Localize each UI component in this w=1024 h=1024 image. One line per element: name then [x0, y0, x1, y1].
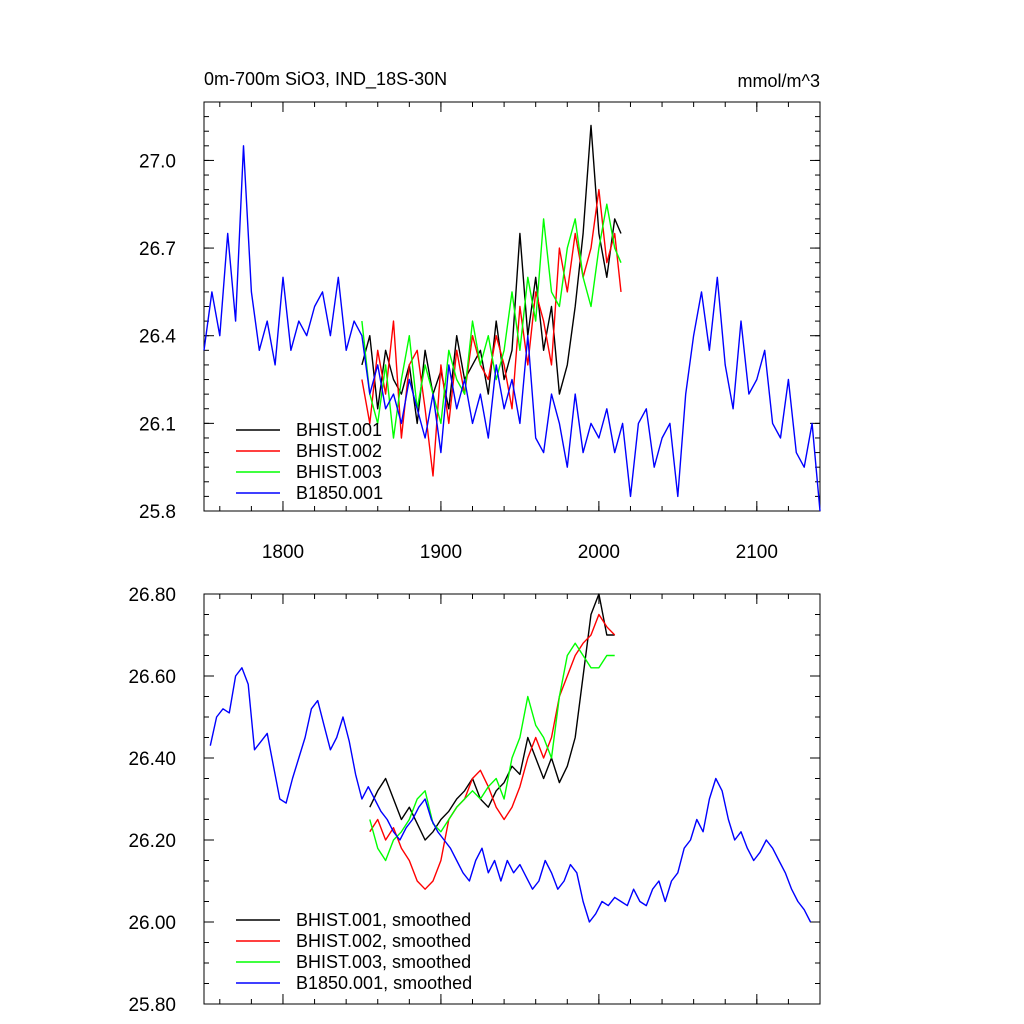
top-chart: 0m-700m SiO3, IND_18S-30N mmol/m^3 25.82… [139, 69, 821, 563]
top-series-line-3 [361, 203, 622, 439]
top-x-tick-label: 2100 [736, 542, 778, 563]
bottom-chart-ticks: 25.80 26.00 26.20 26.40 26.60 26.80 [128, 585, 821, 1016]
bottom-y-tick-label: 25.80 [128, 995, 176, 1016]
bottom-legend-label: BHIST.001, smoothed [296, 910, 471, 930]
top-series-line-4 [203, 145, 821, 512]
top-y-tick-label: 27.0 [139, 151, 176, 172]
bottom-legend-label: BHIST.002, smoothed [296, 931, 471, 951]
top-x-tick-label: 1900 [420, 542, 462, 563]
top-legend-label: BHIST.003 [296, 462, 382, 482]
bottom-chart-series [209, 593, 812, 923]
top-chart-title: 0m-700m SiO3, IND_18S-30N [204, 69, 447, 90]
bottom-y-tick-label: 26.40 [128, 749, 176, 770]
top-legend-label: BHIST.001 [296, 420, 382, 440]
top-legend-label: BHIST.002 [296, 441, 382, 461]
top-y-tick-label: 25.8 [139, 502, 176, 523]
bottom-series-line-4 [209, 667, 812, 923]
bottom-y-tick-label: 26.20 [128, 831, 176, 852]
top-y-tick-label: 26.7 [139, 239, 176, 260]
bottom-y-tick-label: 26.60 [128, 667, 176, 688]
top-legend-label: B1850.001 [296, 483, 383, 503]
top-chart-series [203, 124, 821, 512]
top-chart-ticks: 25.8 26.1 26.4 26.7 27.0 1800 1900 2000 2100 [139, 101, 821, 563]
top-x-tick-label: 1800 [262, 542, 304, 563]
top-series-line-2 [361, 188, 622, 477]
top-chart-units: mmol/m^3 [738, 71, 820, 91]
bottom-series-line-1 [369, 593, 615, 841]
top-x-tick-label: 2000 [578, 542, 620, 563]
bottom-legend-label: B1850.001, smoothed [296, 973, 472, 993]
bottom-legend-label: BHIST.003, smoothed [296, 952, 471, 972]
bottom-chart: 25.80 26.00 26.20 26.40 26.60 26.80 BHIST.001… [128, 585, 821, 1016]
bottom-y-tick-label: 26.00 [128, 913, 176, 934]
top-y-tick-label: 26.4 [139, 327, 176, 348]
bottom-series-line-3 [369, 642, 615, 862]
top-y-tick-label: 26.1 [139, 414, 176, 435]
bottom-y-tick-label: 26.80 [128, 585, 176, 606]
bottom-series-line-2 [369, 613, 616, 890]
